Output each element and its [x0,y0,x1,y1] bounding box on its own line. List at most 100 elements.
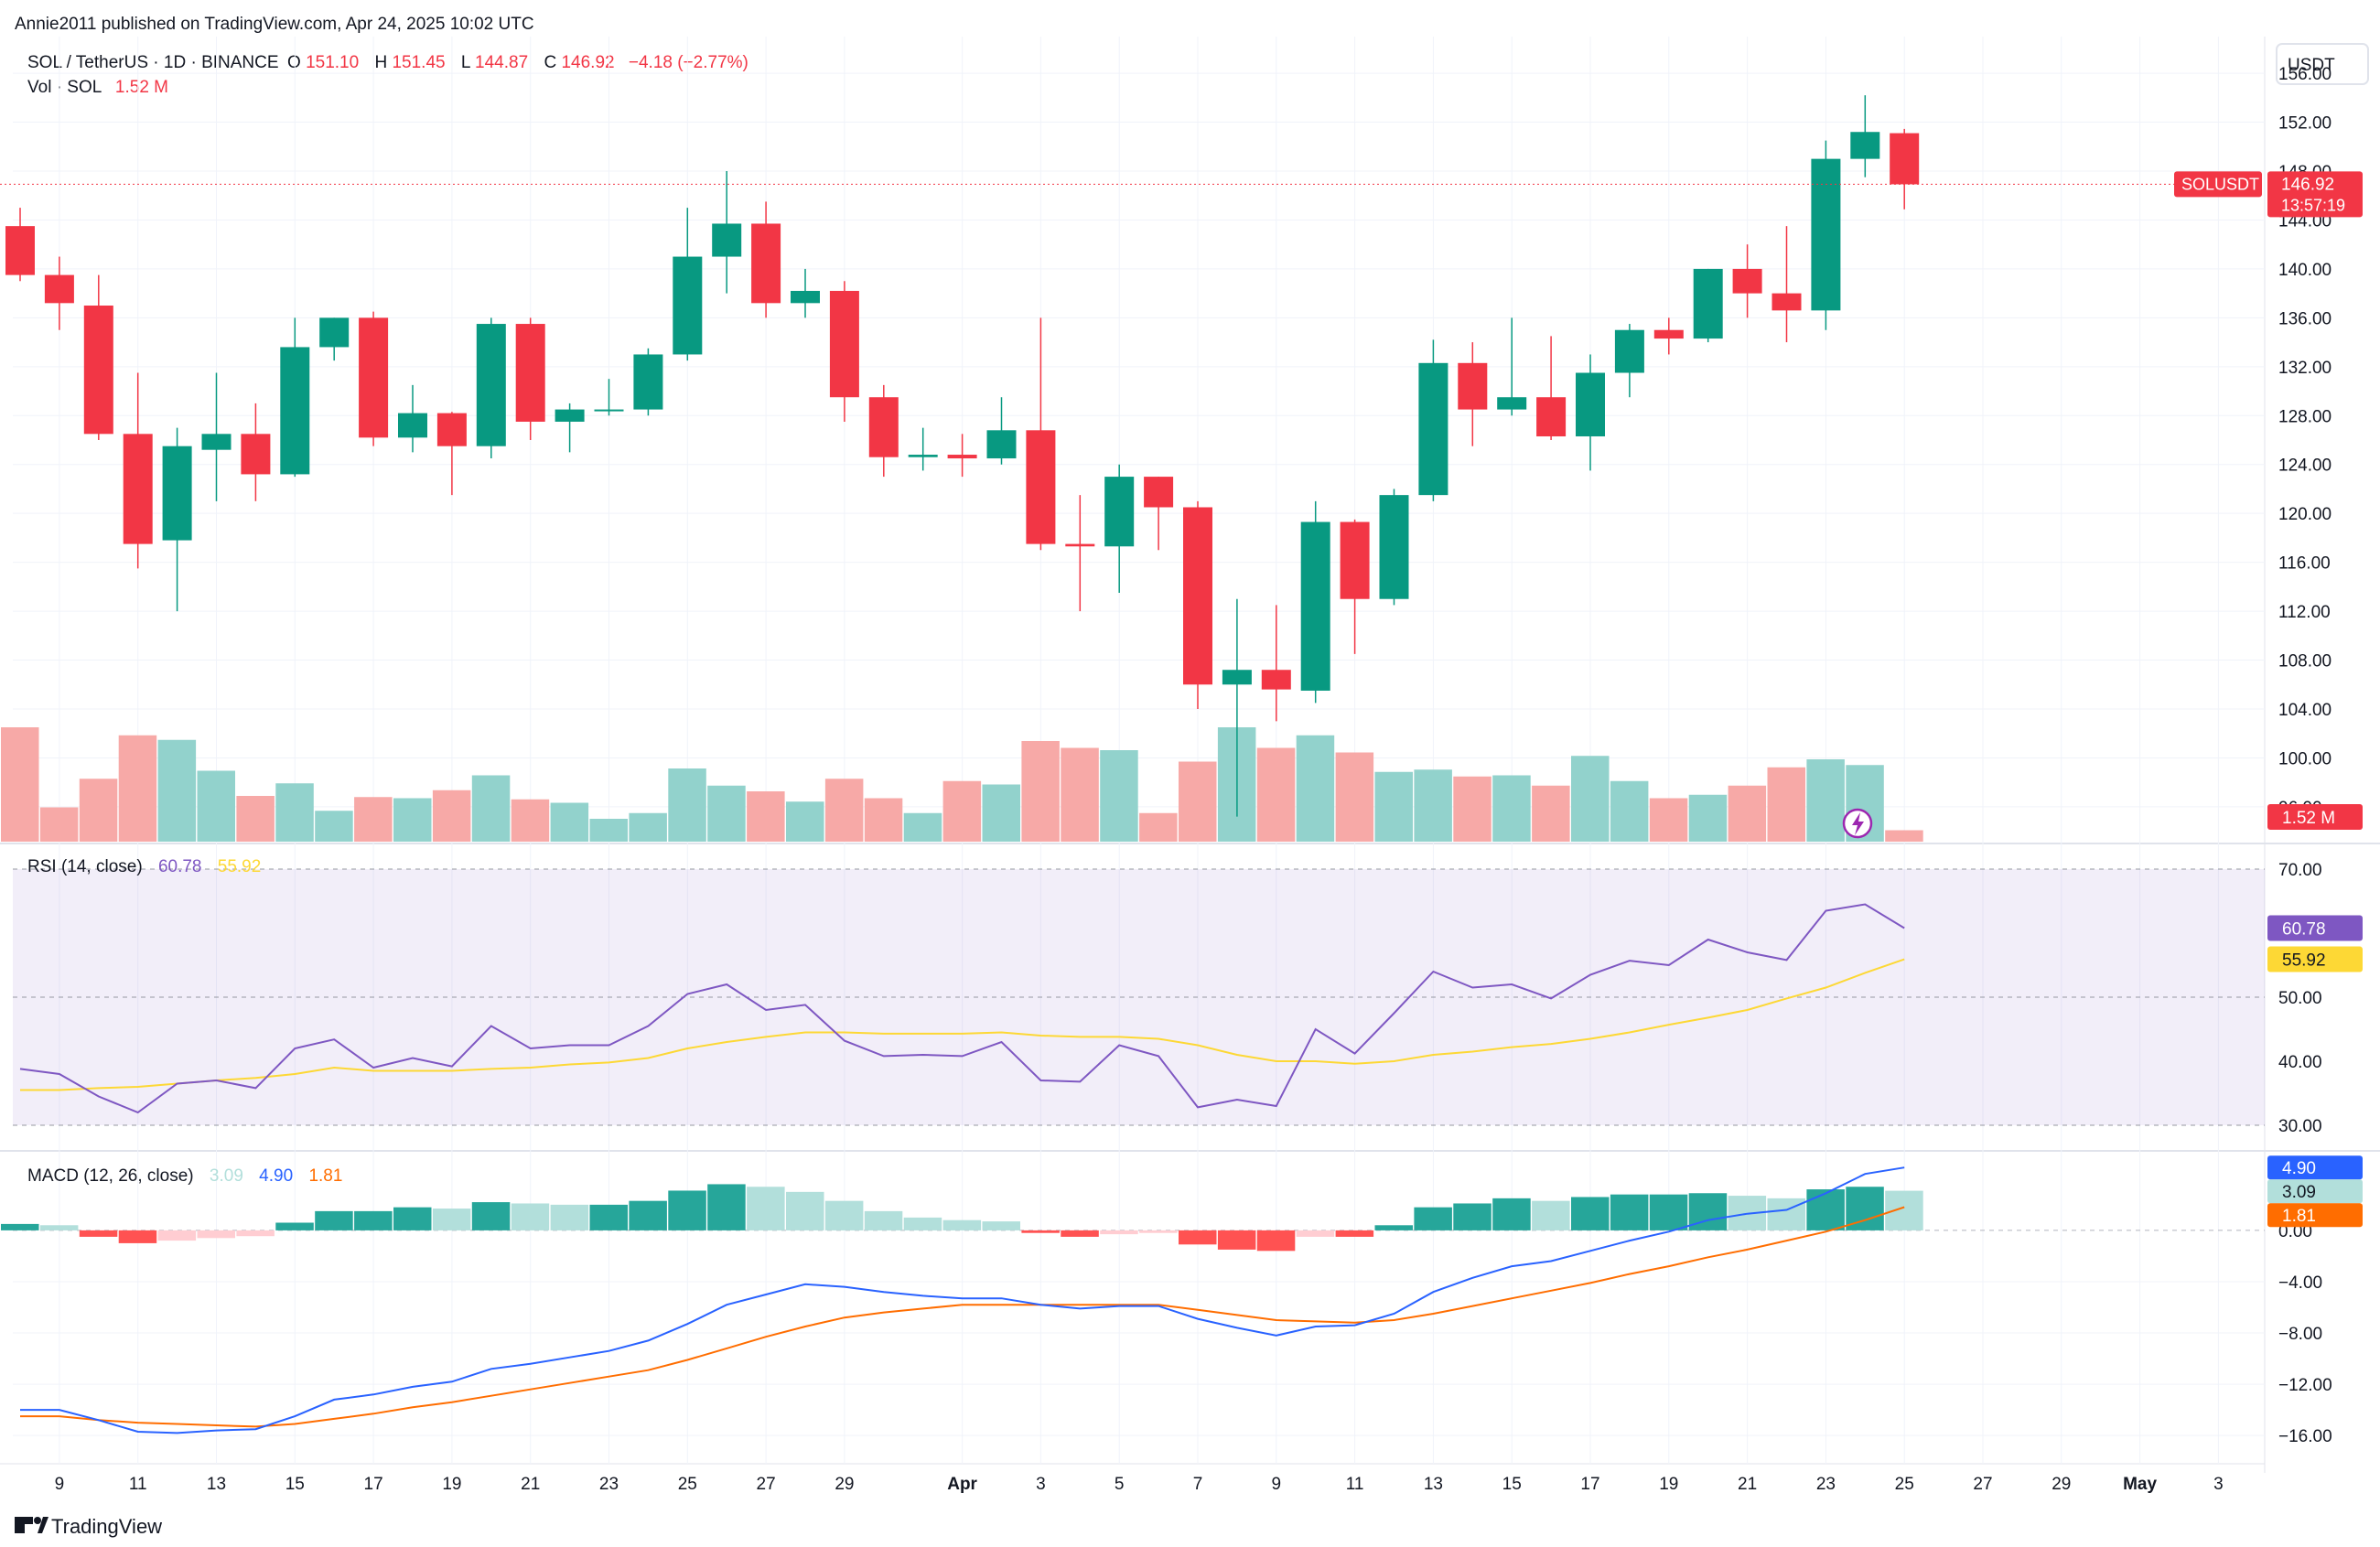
candle[interactable] [123,372,153,569]
candle-body[interactable] [791,290,820,304]
candle-body[interactable] [751,223,781,304]
candle-body[interactable] [594,409,624,412]
candle-body[interactable] [908,455,938,457]
candle-body[interactable] [712,223,742,257]
candle-body[interactable] [1340,521,1370,599]
candle[interactable] [1614,324,1644,398]
candle-body[interactable] [44,274,74,304]
lightning-event-icon-bolt[interactable] [1852,812,1864,835]
candle-body[interactable] [1458,362,1488,410]
candle-body[interactable] [1379,495,1409,599]
candle-body[interactable] [1811,158,1841,311]
candle-body[interactable] [1026,430,1056,544]
candlesticks[interactable] [5,95,1920,817]
logo-mark-t[interactable] [15,1517,25,1533]
candle[interactable] [1340,519,1370,654]
tradingview-logo-icon[interactable] [15,1517,48,1533]
candle[interactable] [1811,140,1841,330]
macd-axis[interactable]: 0.00−4.00−8.00−12.00−16.00 [2278,1222,2332,1446]
candle[interactable] [712,171,742,294]
candle-body[interactable] [162,446,192,541]
logo-mark-v[interactable] [38,1517,48,1533]
candle[interactable] [1104,464,1135,594]
candle[interactable] [1261,605,1291,722]
candle-body[interactable] [1653,329,1684,339]
candle-body[interactable] [1300,521,1330,691]
logo-mark-bar[interactable] [15,1517,33,1524]
candle-body[interactable] [1418,362,1448,496]
candle[interactable] [1065,495,1095,612]
candle[interactable] [476,317,506,459]
candle[interactable] [1379,489,1409,606]
candle-body[interactable] [5,226,35,275]
price-axis[interactable]: 156.00152.00148.00144.00140.00136.00132.… [2278,65,2332,818]
candle[interactable] [162,427,192,612]
candle[interactable] [1653,317,1684,355]
candle[interactable] [1497,317,1527,416]
candle[interactable] [1144,477,1174,551]
candle-body[interactable] [1732,268,1762,294]
candle[interactable] [1772,226,1802,343]
candle-body[interactable] [1693,268,1723,339]
candle[interactable] [398,384,427,453]
candle[interactable] [1458,342,1488,446]
candle-body[interactable] [241,434,271,475]
rsi-axis[interactable]: 70.00 50.00 40.00 30.00 [2278,861,2322,1136]
candle[interactable] [751,201,781,318]
candle-body[interactable] [359,317,389,438]
candle-body[interactable] [1144,477,1174,508]
currency-button-frame[interactable] [2276,43,2369,85]
candle-body[interactable] [868,397,899,457]
candle[interactable] [83,274,113,440]
candle[interactable] [1026,317,1056,551]
candle[interactable] [1890,128,1920,209]
candle[interactable] [947,434,977,478]
candle[interactable] [1183,500,1212,709]
candle[interactable] [633,348,663,416]
candle-body[interactable] [633,354,663,410]
candle[interactable] [1222,598,1252,817]
candle-body[interactable] [1772,293,1802,311]
tradingview-logo[interactable]: TradingView [15,1515,162,1538]
candle[interactable] [201,372,232,501]
candle-body[interactable] [1497,397,1527,410]
candle-body[interactable] [436,413,467,446]
candle[interactable] [594,379,624,416]
candle[interactable] [829,281,859,422]
candle[interactable] [1576,354,1605,471]
time-axis[interactable]: 9 11 13 15 17 19 21 23 25 27 29 Apr 3 5 7 9 11 13 15 17 19 21… [55,1475,2224,1494]
candle[interactable] [1693,268,1723,343]
candle[interactable] [359,311,389,446]
candle[interactable] [1418,339,1448,501]
candle[interactable] [319,317,350,361]
candle-body[interactable] [1222,670,1252,685]
candle[interactable] [868,384,899,478]
candle[interactable] [241,403,271,501]
candle-body[interactable] [476,324,506,446]
candle-body[interactable] [555,409,585,422]
candle-body[interactable] [398,413,427,438]
candle-body[interactable] [1261,670,1291,690]
candle[interactable] [1850,95,1880,177]
candle[interactable] [515,317,545,440]
candle-body[interactable] [1183,507,1212,685]
tradingview-brand-text[interactable]: TradingView [51,1515,162,1538]
candle[interactable] [1300,500,1330,704]
candle[interactable] [280,317,310,478]
candle-body[interactable] [673,256,703,355]
rsi-pane[interactable]: 70.00 50.00 40.00 30.00 RSI (14, close) 60.… [13,857,2363,1136]
candle[interactable] [44,256,74,330]
lightning-event-icon[interactable] [1842,808,1873,839]
currency-button[interactable]: USDT [2276,43,2369,85]
candle-body[interactable] [319,317,350,348]
candle[interactable] [1732,244,1762,318]
candle-body[interactable] [947,455,977,459]
candle-body[interactable] [1890,133,1920,185]
candle[interactable] [1536,336,1567,440]
candle[interactable] [673,208,703,361]
candle-body[interactable] [201,434,232,450]
candle-body[interactable] [1104,477,1135,547]
candle-body[interactable] [515,324,545,422]
candle-body[interactable] [280,347,310,475]
candle[interactable] [908,427,938,471]
